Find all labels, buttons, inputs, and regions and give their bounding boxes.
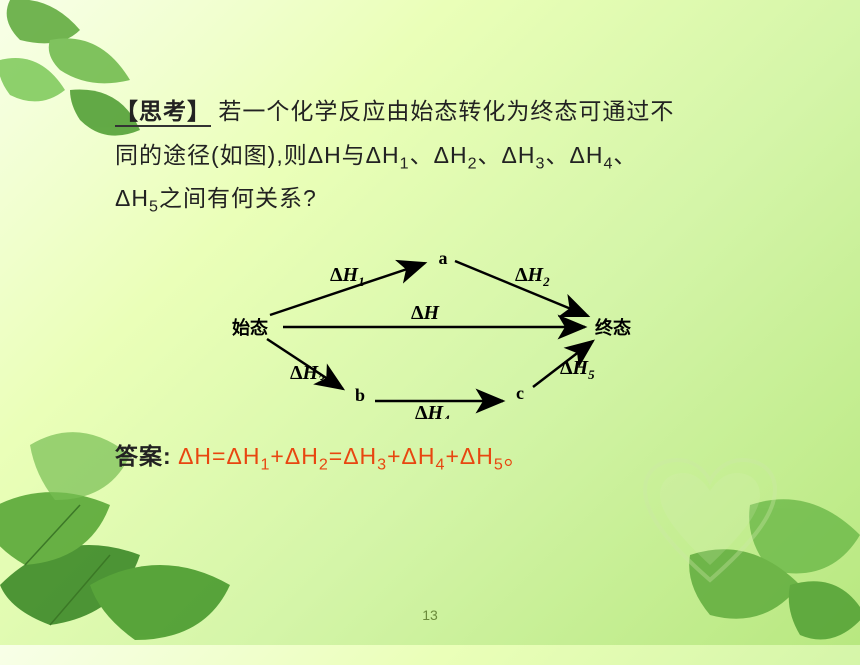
node-b: b [355, 385, 365, 405]
node-c: c [516, 383, 524, 403]
label-dH: ΔH [411, 302, 441, 324]
label-dH2: ΔH2 [515, 264, 550, 289]
node-a: a [439, 248, 448, 268]
answer-block: 答案: ΔH=ΔH1+ΔH2=ΔH3+ΔH4+ΔH5。 [115, 437, 745, 471]
start-node: 始态 [232, 317, 268, 338]
label-dH1: ΔH1 [330, 264, 365, 289]
answer-value: ΔH=ΔH1+ΔH2=ΔH3+ΔH4+ΔH5。 [178, 443, 528, 469]
question-block: 【思考】 若一个化学反应由始态转化为终态可通过不 同的途径(如图),则ΔH与ΔH… [115, 90, 745, 221]
heart-decoration [640, 455, 780, 595]
label-dH4: ΔH4 [415, 402, 450, 419]
page-number: 13 [422, 607, 438, 623]
answer-label: 答案: [115, 443, 172, 469]
end-node: 终态 [595, 317, 631, 338]
hess-law-diagram: 始态 终态 a b c ΔH ΔH1 ΔH2 ΔH3 ΔH4 ΔH5 [215, 239, 645, 419]
label-dH5: ΔH5 [560, 357, 595, 382]
label-dH3: ΔH3 [290, 362, 325, 387]
slide-content: 【思考】 若一个化学反应由始态转化为终态可通过不 同的途径(如图),则ΔH与ΔH… [115, 90, 745, 471]
heading: 【思考】 [115, 98, 211, 127]
